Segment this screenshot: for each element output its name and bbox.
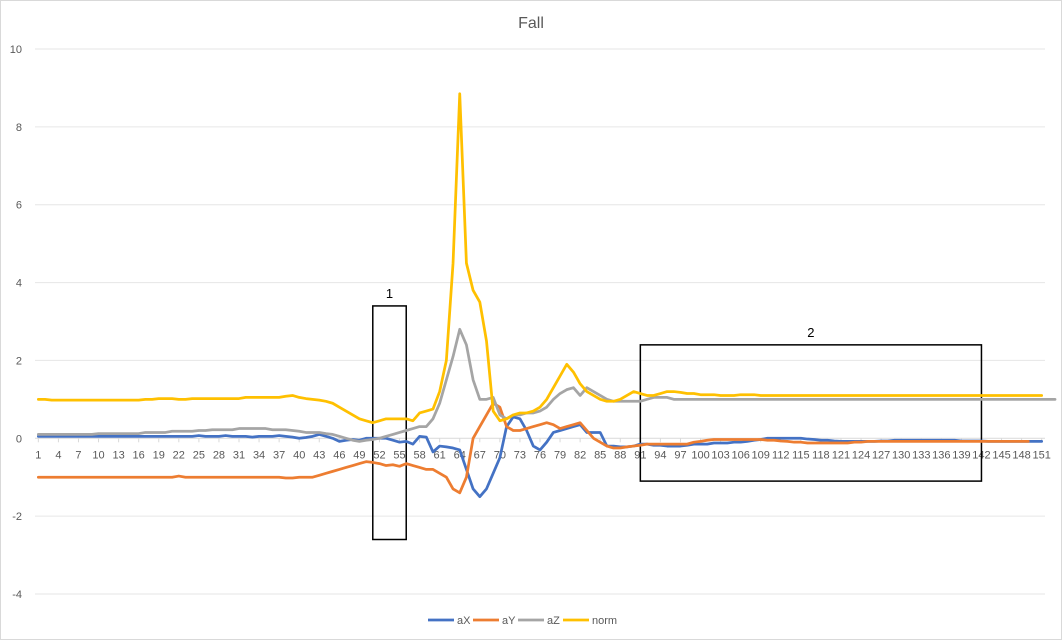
x-tick-label: 43 bbox=[313, 449, 325, 461]
x-tick-label: 130 bbox=[892, 449, 910, 461]
x-tick-label: 112 bbox=[772, 449, 790, 461]
x-tick-label: 79 bbox=[554, 449, 566, 461]
y-tick-label: 6 bbox=[16, 200, 22, 212]
x-tick-label: 58 bbox=[413, 449, 425, 461]
x-tick-label: 67 bbox=[474, 449, 486, 461]
x-tick-label: 16 bbox=[133, 449, 145, 461]
x-tick-label: 28 bbox=[213, 449, 225, 461]
legend-label-norm: norm bbox=[592, 615, 617, 627]
x-tick-label: 4 bbox=[55, 449, 61, 461]
x-tick-label: 1 bbox=[35, 449, 41, 461]
x-tick-label: 139 bbox=[952, 449, 970, 461]
x-tick-label: 73 bbox=[514, 449, 526, 461]
y-tick-label: 10 bbox=[10, 44, 22, 56]
legend-label-aY: aY bbox=[502, 615, 516, 627]
x-tick-label: 106 bbox=[731, 449, 749, 461]
x-tick-label: 22 bbox=[173, 449, 185, 461]
series-line-norm bbox=[36, 92, 1044, 425]
x-tick-label: 109 bbox=[752, 449, 770, 461]
chart-title: Fall bbox=[518, 15, 544, 32]
x-tick-label: 76 bbox=[534, 449, 546, 461]
y-tick-label: 4 bbox=[16, 278, 22, 290]
x-tick-label: 31 bbox=[233, 449, 245, 461]
x-tick-label: 10 bbox=[92, 449, 104, 461]
x-tick-label: 40 bbox=[293, 449, 305, 461]
y-tick-label: 8 bbox=[16, 122, 22, 134]
x-tick-label: 103 bbox=[711, 449, 729, 461]
x-tick-label: 127 bbox=[872, 449, 890, 461]
x-tick-label: 88 bbox=[614, 449, 626, 461]
x-tick-label: 37 bbox=[273, 449, 285, 461]
annotation-label-2: 2 bbox=[807, 325, 814, 340]
x-tick-label: 124 bbox=[852, 449, 870, 461]
x-tick-label: 7 bbox=[75, 449, 81, 461]
x-tick-label: 97 bbox=[674, 449, 686, 461]
series-line-aY bbox=[36, 401, 1030, 495]
x-tick-label: 100 bbox=[691, 449, 709, 461]
x-tick-label: 145 bbox=[992, 449, 1010, 461]
x-tick-label: 13 bbox=[112, 449, 124, 461]
x-tick-label: 52 bbox=[373, 449, 385, 461]
x-tick-label: 49 bbox=[353, 449, 365, 461]
x-tick-label: 46 bbox=[333, 449, 345, 461]
annotation-label-1: 1 bbox=[386, 286, 393, 301]
x-tick-label: 115 bbox=[792, 449, 810, 461]
x-tick-label: 55 bbox=[393, 449, 405, 461]
x-tick-label: 118 bbox=[812, 449, 830, 461]
x-tick-label: 94 bbox=[654, 449, 666, 461]
x-tick-label: 25 bbox=[193, 449, 205, 461]
x-tick-label: 121 bbox=[832, 449, 850, 461]
x-tick-label: 34 bbox=[253, 449, 265, 461]
annotation-box-2 bbox=[639, 344, 983, 482]
x-tick-label: 151 bbox=[1032, 449, 1050, 461]
x-tick-label: 133 bbox=[912, 449, 930, 461]
legend-label-aZ: aZ bbox=[547, 615, 560, 627]
legend-label-aX: aX bbox=[457, 615, 471, 627]
x-tick-label: 19 bbox=[153, 449, 165, 461]
series-line-aZ bbox=[36, 327, 1057, 443]
y-tick-label: -2 bbox=[12, 511, 22, 523]
x-tick-label: 82 bbox=[574, 449, 586, 461]
x-tick-label: 148 bbox=[1012, 449, 1030, 461]
y-tick-label: -4 bbox=[12, 589, 22, 601]
y-tick-label: 2 bbox=[16, 355, 22, 367]
x-tick-label: 85 bbox=[594, 449, 606, 461]
y-tick-label: 0 bbox=[16, 433, 22, 445]
x-tick-label: 61 bbox=[434, 449, 446, 461]
x-tick-label: 136 bbox=[932, 449, 950, 461]
